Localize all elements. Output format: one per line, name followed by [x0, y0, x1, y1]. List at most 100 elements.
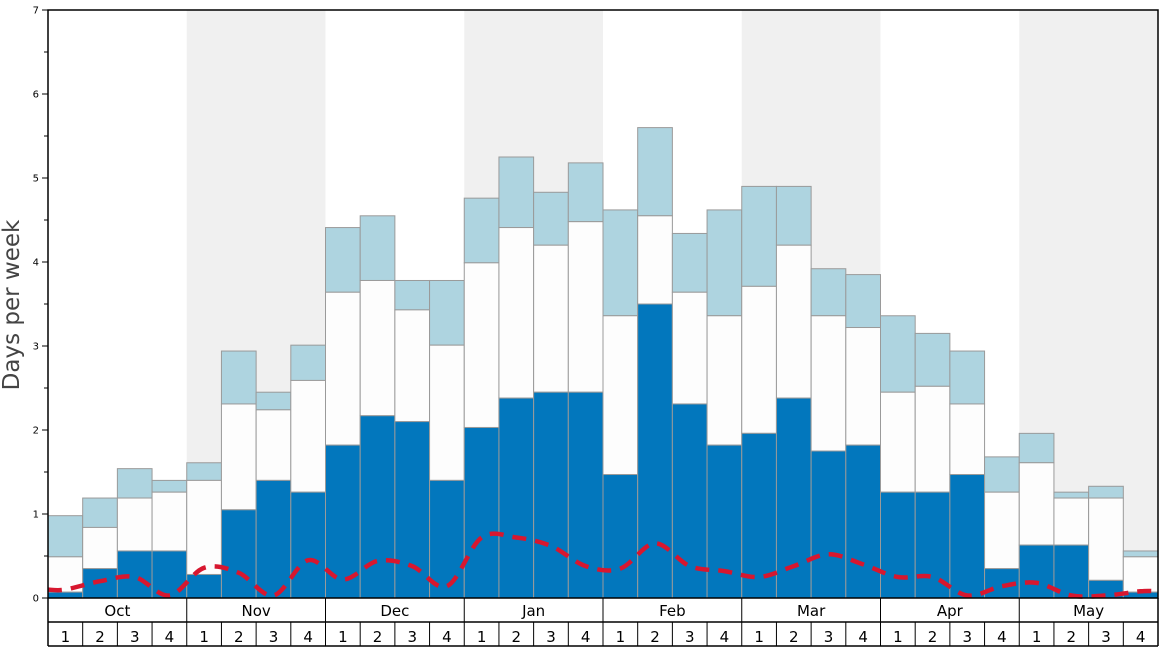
bar-stack-group — [47, 127, 1159, 599]
bar-bottom-25 — [880, 491, 916, 599]
bar-middle-15 — [533, 244, 569, 393]
bar-bottom-7 — [255, 479, 292, 599]
bar-top-23 — [810, 268, 847, 317]
bar-middle-31 — [1088, 497, 1124, 581]
bar-top-10 — [359, 215, 396, 281]
bar-top-18 — [637, 127, 673, 217]
y-tick-label-2: 2 — [33, 426, 39, 437]
bar-middle-11 — [394, 309, 431, 423]
bar-top-31 — [1088, 485, 1124, 499]
x-axis-group: Oct Nov Dec Jan Feb Mar Apr May 1 2 3 4 1 2 3 4 1 2 3 4 1 2 3 4… — [47, 598, 1159, 647]
week-label-26: 2 — [928, 628, 938, 646]
bar-middle-2 — [82, 526, 118, 570]
bar-middle-6 — [220, 403, 257, 511]
month-label-mar: Mar — [797, 602, 826, 620]
week-label-10: 2 — [373, 628, 383, 646]
bar-top-9 — [325, 227, 361, 293]
month-label-oct: Oct — [104, 602, 130, 620]
bar-middle-21 — [741, 285, 777, 434]
bar-bottom-11 — [394, 421, 431, 599]
bar-middle-23 — [810, 315, 847, 452]
bar-middle-32 — [1122, 556, 1159, 593]
bar-bottom-1 — [47, 591, 84, 599]
bar-top-7 — [255, 391, 292, 411]
bar-bottom-14 — [498, 397, 535, 599]
bar-middle-26 — [914, 385, 951, 493]
bar-bottom-29 — [1018, 544, 1055, 599]
bar-top-16 — [567, 162, 604, 223]
bar-bottom-27 — [949, 474, 986, 599]
bar-bottom-15 — [533, 391, 569, 599]
bar-middle-10 — [359, 279, 396, 417]
bar-top-8 — [290, 344, 326, 381]
bar-bottom-20 — [706, 444, 743, 599]
week-label-2: 2 — [95, 628, 105, 646]
bar-bottom-10 — [359, 415, 396, 599]
bar-bottom-16 — [567, 391, 604, 599]
week-label-24: 4 — [858, 628, 868, 646]
week-label-3: 3 — [130, 628, 140, 646]
red-line-group — [47, 531, 1159, 599]
bar-middle-4 — [151, 491, 188, 552]
bar-middle-18 — [637, 215, 673, 305]
bar-bottom-6 — [220, 509, 257, 599]
bar-bottom-23 — [810, 450, 847, 599]
week-label-23: 3 — [824, 628, 834, 646]
bar-top-12 — [429, 279, 465, 346]
bar-middle-27 — [949, 403, 986, 476]
y-tick-label-3: 3 — [33, 342, 39, 353]
week-label-25: 1 — [893, 628, 903, 646]
y-axis-label: Days per week — [0, 219, 25, 390]
bar-middle-30 — [1053, 497, 1090, 546]
bar-middle-20 — [706, 315, 743, 446]
bar-top-14 — [498, 156, 535, 229]
week-label-16: 4 — [581, 628, 591, 646]
week-label-6: 2 — [234, 628, 244, 646]
bar-bottom-17 — [602, 474, 639, 599]
week-label-29: 1 — [1032, 628, 1042, 646]
bar-middle-13 — [463, 262, 500, 428]
week-label-15: 3 — [546, 628, 556, 646]
week-label-22: 2 — [789, 628, 799, 646]
y-tick-label-5: 5 — [33, 174, 39, 185]
bar-top-15 — [533, 191, 569, 246]
bar-middle-9 — [325, 291, 361, 446]
bar-middle-14 — [498, 227, 535, 399]
bar-middle-19 — [671, 291, 708, 405]
bar-top-19 — [671, 232, 708, 293]
bar-top-28 — [984, 456, 1020, 493]
bar-top-32 — [1122, 550, 1159, 558]
y-tick-label-1: 1 — [33, 510, 39, 521]
bar-bottom-26 — [914, 491, 951, 599]
week-label-19: 3 — [685, 628, 695, 646]
bar-top-5 — [186, 462, 222, 481]
week-label-27: 3 — [962, 628, 972, 646]
y-tick-label-4: 4 — [33, 258, 39, 269]
bar-bottom-24 — [845, 444, 881, 599]
week-label-17: 1 — [616, 628, 626, 646]
bar-top-21 — [741, 185, 777, 287]
bar-top-27 — [949, 350, 986, 405]
week-label-13: 1 — [477, 628, 487, 646]
bar-middle-25 — [880, 391, 916, 493]
y-tick-label-0: 0 — [33, 594, 39, 605]
week-label-5: 1 — [199, 628, 209, 646]
y-tick-label-7: 7 — [33, 6, 39, 17]
bar-middle-3 — [116, 497, 153, 552]
bar-middle-12 — [429, 344, 465, 481]
bar-top-20 — [706, 209, 743, 317]
bar-middle-7 — [255, 409, 292, 481]
y-tick-label-6: 6 — [33, 90, 39, 101]
bar-bottom-5 — [186, 573, 222, 599]
month-label-may: May — [1073, 602, 1104, 620]
bar-middle-29 — [1018, 462, 1055, 546]
week-label-4: 4 — [165, 628, 175, 646]
bar-middle-28 — [984, 491, 1020, 570]
average-line — [47, 531, 1159, 599]
bar-bottom-13 — [463, 426, 500, 599]
week-label-8: 4 — [303, 628, 313, 646]
bar-middle-24 — [845, 327, 881, 446]
bar-top-4 — [151, 479, 188, 493]
